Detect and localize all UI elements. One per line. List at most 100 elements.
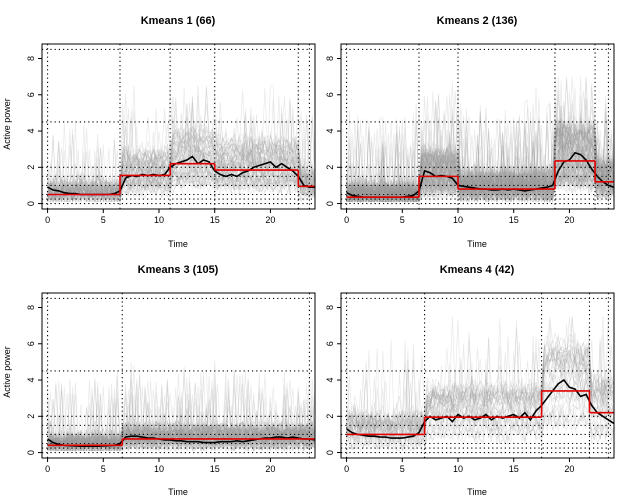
trace-line: [47, 95, 315, 203]
y-tick-label: 2: [325, 165, 335, 170]
trace-line: [346, 87, 614, 199]
y-tick-label: 4: [325, 129, 335, 134]
trace-line: [346, 91, 614, 202]
trace-line: [47, 387, 315, 447]
y-tick-label: 6: [325, 341, 335, 346]
panel-title: Kmeans 4 (42): [440, 264, 515, 276]
trace-line: [346, 347, 614, 436]
trace-line: [346, 142, 614, 203]
trace-line: [346, 149, 614, 203]
trace-line: [346, 148, 614, 203]
trace-line: [47, 404, 315, 450]
x-axis-title: Time: [467, 239, 487, 249]
trace-line: [47, 391, 315, 452]
trace-line: [346, 144, 614, 203]
trace-line: [346, 174, 614, 204]
trace-line: [346, 118, 614, 204]
trace-line: [47, 114, 315, 202]
trace-line: [346, 119, 614, 204]
trace-line: [47, 371, 315, 448]
trace-line: [346, 90, 614, 200]
x-tick-label: 20: [265, 215, 275, 225]
trace-line: [47, 391, 315, 451]
y-tick-label: 4: [26, 129, 36, 134]
y-tick-label: 2: [26, 414, 36, 419]
trace-line: [346, 126, 614, 203]
trace-line: [346, 133, 614, 202]
trace-line: [346, 76, 614, 201]
trace-line: [346, 130, 614, 203]
trace-line: [47, 137, 315, 203]
trace-line: [47, 165, 315, 203]
trace-line: [47, 395, 315, 451]
trace-line: [47, 110, 315, 203]
trace-line: [346, 117, 614, 203]
trace-line: [47, 88, 315, 196]
trace-line: [346, 123, 614, 203]
x-tick-label: 10: [154, 215, 164, 225]
trace-line: [346, 317, 614, 433]
trace-line: [47, 386, 315, 452]
y-tick-label: 8: [26, 305, 36, 310]
trace-line: [346, 119, 614, 203]
trace-line: [346, 121, 614, 201]
dotted-grid: [341, 44, 614, 209]
trace-line: [346, 338, 614, 452]
panel-title: Kmeans 2 (136): [437, 15, 518, 27]
trace-line: [346, 109, 614, 203]
trace-line: [47, 87, 315, 200]
trace-line: [47, 114, 315, 203]
trace-line: [346, 127, 614, 203]
mean-curve: [346, 378, 614, 439]
trace-line: [47, 148, 315, 203]
trace-line: [47, 381, 315, 448]
y-tick-label: 0: [325, 201, 335, 206]
trace-line: [346, 124, 614, 203]
trace-line: [346, 111, 614, 203]
x-tick-label: 10: [453, 464, 463, 474]
trace-line: [346, 119, 614, 202]
trace-line: [346, 320, 614, 433]
trace-line: [346, 138, 614, 203]
trace-line: [346, 340, 614, 440]
trace-line: [346, 316, 614, 431]
trace-line: [47, 108, 315, 199]
x-tick-label: 0: [344, 215, 349, 225]
trace-line: [47, 157, 315, 203]
trace-line: [346, 121, 614, 203]
y-tick-label: 2: [26, 165, 36, 170]
trace-line: [346, 99, 614, 199]
segment-fit: [346, 390, 614, 436]
trace-line: [346, 119, 614, 203]
segment-fit: [47, 162, 315, 196]
trace-line: [47, 370, 315, 447]
trace-line: [47, 379, 315, 452]
trace-line: [346, 133, 614, 204]
trace-line: [346, 140, 614, 203]
trace-line: [47, 102, 315, 203]
trace-line: [346, 135, 614, 203]
trace-line: [346, 124, 614, 203]
trace-line: [47, 149, 315, 203]
segment-fit: [346, 160, 614, 199]
trace-line: [346, 321, 614, 435]
trace-line: [346, 366, 614, 440]
y-tick-label: 4: [26, 378, 36, 383]
trace-line: [47, 118, 315, 197]
plot-frame: [41, 292, 316, 459]
mean-curve: [47, 435, 315, 448]
y-tick-label: 6: [26, 341, 36, 346]
trace-line: [346, 141, 614, 203]
trace-line: [346, 132, 614, 203]
trace-line: [346, 372, 614, 447]
trace-line: [47, 123, 315, 203]
trace-line: [346, 76, 614, 204]
trace-line: [346, 325, 614, 443]
trace-line: [47, 99, 315, 203]
trace-line: [47, 162, 315, 203]
y-tick-label: 0: [325, 450, 335, 455]
trace-line: [47, 148, 315, 203]
x-tick-label: 20: [564, 464, 574, 474]
x-tick-label: 0: [344, 464, 349, 474]
y-tick-label: 8: [325, 56, 335, 61]
